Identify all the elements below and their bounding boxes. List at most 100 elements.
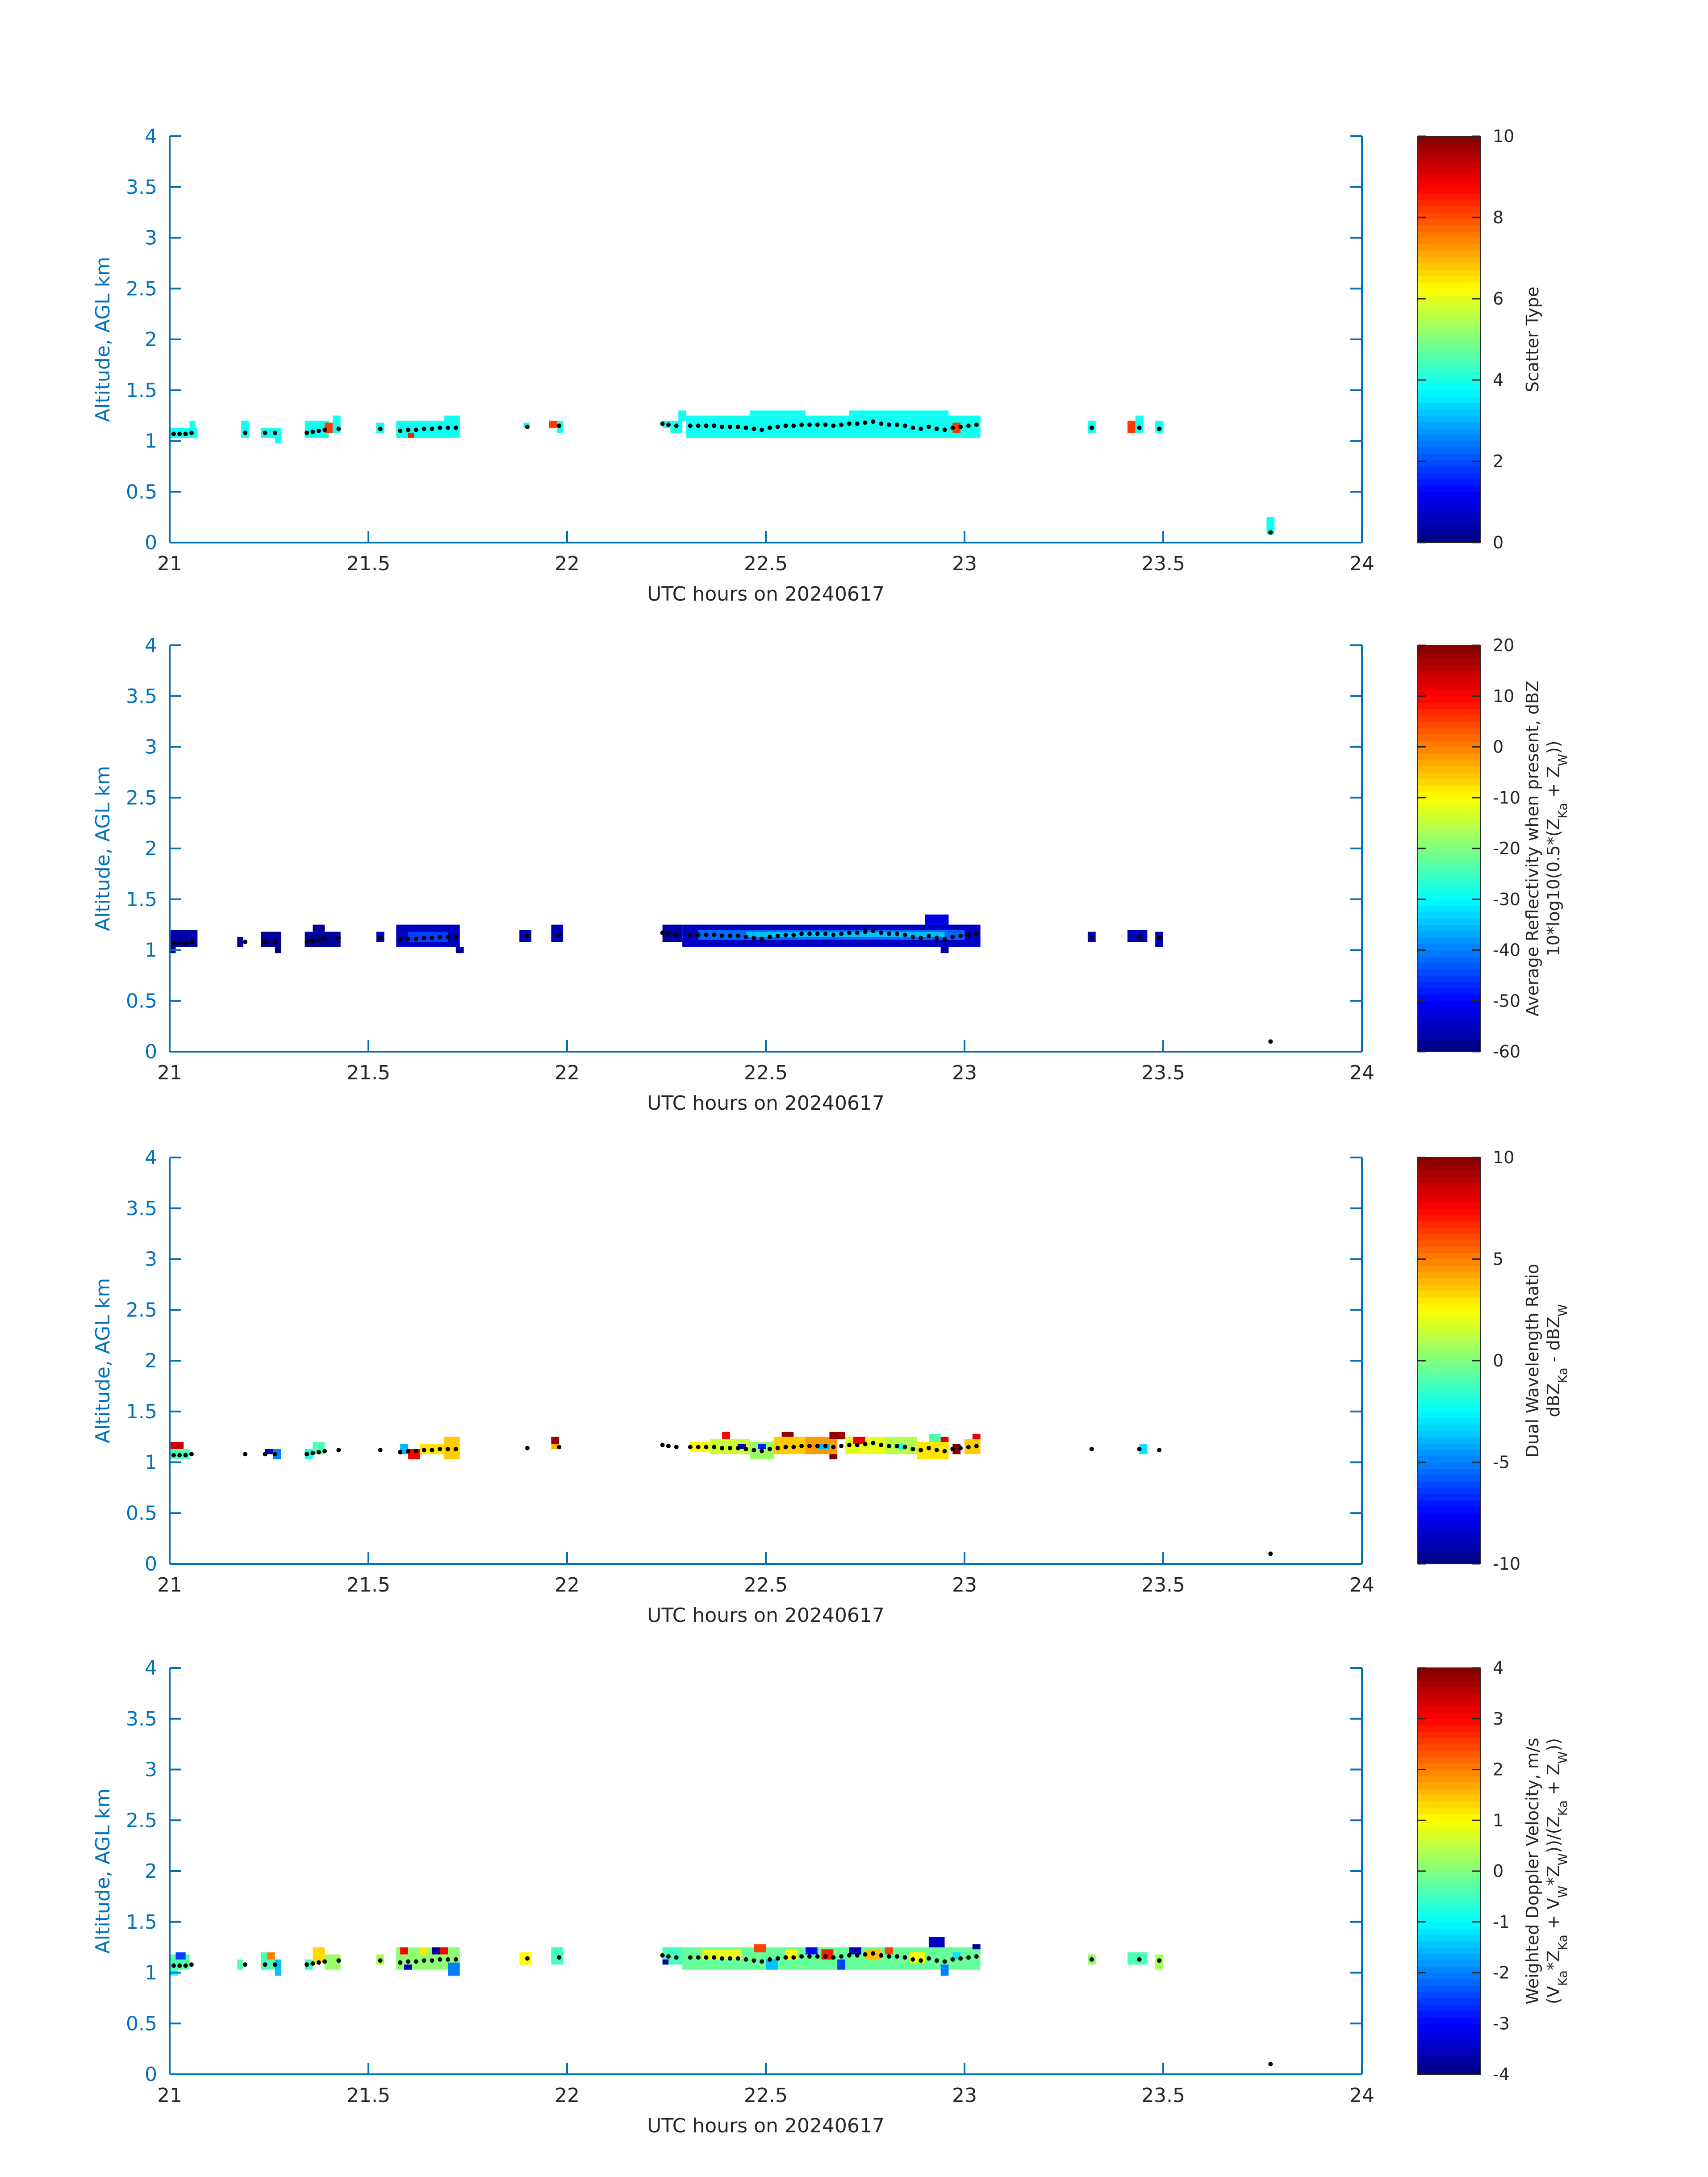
colorbar-swatch: [1418, 1291, 1480, 1298]
center-dot: [783, 1955, 788, 1960]
colorbar-swatch: [1418, 1846, 1480, 1852]
center-dot: [674, 1955, 679, 1960]
colorbar-swatch: [1418, 1884, 1480, 1891]
colorbar-swatch: [1418, 517, 1480, 524]
center-dot: [783, 1445, 788, 1450]
colorbar-swatch: [1418, 1271, 1480, 1279]
center-dot: [958, 933, 963, 938]
heatmap-cell: [420, 1947, 428, 1955]
colorbar-swatch: [1418, 1960, 1480, 1967]
y-tick-label: 3.5: [126, 685, 157, 708]
colorbar-tick-label: 10: [1493, 1148, 1514, 1167]
x-tick-label: 21: [157, 1574, 182, 1596]
heatmap-cell: [275, 438, 281, 443]
colorbar-swatch: [1418, 453, 1480, 460]
colorbar-swatch: [1418, 136, 1480, 143]
colorbar-label: 10*log10(0.5*(ZKa + ZW)): [1544, 740, 1570, 956]
colorbar-swatch: [1418, 734, 1480, 741]
y-tick-label: 0.5: [126, 990, 157, 1012]
center-dot: [430, 1958, 434, 1963]
colorbar-swatch: [1418, 1500, 1480, 1507]
y-tick-label: 3: [145, 227, 157, 250]
colorbar-swatch: [1418, 2036, 1480, 2043]
y-tick-label: 0.5: [126, 481, 157, 503]
center-dot: [950, 1446, 955, 1451]
center-dot: [760, 1959, 764, 1964]
y-tick-label: 2: [145, 837, 157, 860]
center-dot: [910, 425, 915, 430]
y-tick-label: 1.5: [126, 1400, 157, 1423]
colorbar-swatch: [1418, 804, 1480, 811]
center-dot: [430, 426, 434, 431]
colorbar-tick-label: 0: [1493, 533, 1503, 552]
center-dot: [453, 1957, 458, 1962]
colorbar-swatch: [1418, 1164, 1480, 1171]
heatmap-cell: [952, 1444, 961, 1454]
center-dot: [272, 940, 277, 944]
center-dot: [950, 425, 955, 430]
center-dot: [942, 936, 947, 941]
colorbar-swatch: [1418, 301, 1480, 308]
center-dot: [894, 422, 899, 427]
colorbar-tick-label: -50: [1493, 991, 1520, 1011]
colorbar-swatch: [1418, 1507, 1480, 1513]
colorbar-swatch: [1418, 1443, 1480, 1450]
center-dot: [775, 933, 780, 938]
colorbar-swatch: [1418, 1284, 1480, 1291]
center-dot: [310, 1451, 315, 1455]
center-dot: [799, 1444, 804, 1449]
center-dot: [839, 1954, 844, 1959]
colorbar-swatch: [1418, 677, 1480, 684]
x-tick-label: 21: [157, 1061, 182, 1084]
heatmap-cell: [265, 1449, 273, 1454]
center-dot: [378, 936, 383, 940]
colorbar-swatch: [1418, 1424, 1480, 1431]
center-dot: [831, 932, 836, 937]
y-tick-label: 1: [145, 1962, 157, 1985]
center-dot: [902, 1955, 907, 1960]
center-dot: [438, 934, 443, 939]
center-dot: [902, 1445, 907, 1450]
colorbar-tick-label: 4: [1493, 370, 1503, 390]
center-dot: [760, 1449, 764, 1454]
colorbar-label: Weighted Doppler Velocity, m/s: [1523, 1738, 1542, 2004]
center-dot: [926, 424, 931, 429]
y-tick-label: 3: [145, 736, 157, 759]
colorbar-swatch: [1418, 1513, 1480, 1520]
center-dot: [958, 1956, 963, 1961]
colorbar-swatch: [1418, 956, 1480, 963]
colorbar-swatch: [1418, 810, 1480, 817]
center-dot: [950, 1957, 955, 1962]
center-dot: [189, 940, 194, 944]
colorbar-swatch: [1418, 1399, 1480, 1406]
colorbar-swatch: [1418, 855, 1480, 862]
colorbar-swatch: [1418, 1157, 1480, 1164]
center-dot: [886, 932, 891, 936]
colorbar-tick-label: -10: [1493, 1554, 1520, 1574]
center-dot: [666, 422, 671, 427]
heatmap-cell: [829, 1432, 845, 1439]
center-dot: [894, 1954, 899, 1959]
center-dot: [666, 1444, 671, 1449]
center-dot: [743, 1957, 748, 1962]
colorbar-swatch: [1418, 390, 1480, 397]
colorbar-swatch: [1418, 721, 1480, 728]
colorbar-swatch: [1418, 1488, 1480, 1495]
center-dot: [322, 1959, 327, 1964]
colorbar-swatch: [1418, 1039, 1480, 1046]
colorbar-swatch: [1418, 1744, 1480, 1751]
y-tick-label: 1.5: [126, 888, 157, 911]
colorbar-swatch: [1418, 193, 1480, 200]
y-tick-label: 0: [145, 1040, 157, 1063]
heatmap-cell: [448, 1962, 460, 1976]
colorbar-swatch: [1418, 263, 1480, 270]
colorbar-label: (VKa*ZKa + VW*ZW))/(ZKa + ZW)): [1544, 1738, 1570, 2004]
center-dot: [823, 422, 828, 427]
center-dot: [263, 1452, 267, 1457]
center-dot: [775, 1956, 780, 1961]
y-tick-label: 1.5: [126, 1911, 157, 1934]
colorbar-swatch: [1418, 364, 1480, 372]
y-tick-label: 4: [145, 1146, 157, 1169]
colorbar-swatch: [1418, 1979, 1480, 1986]
